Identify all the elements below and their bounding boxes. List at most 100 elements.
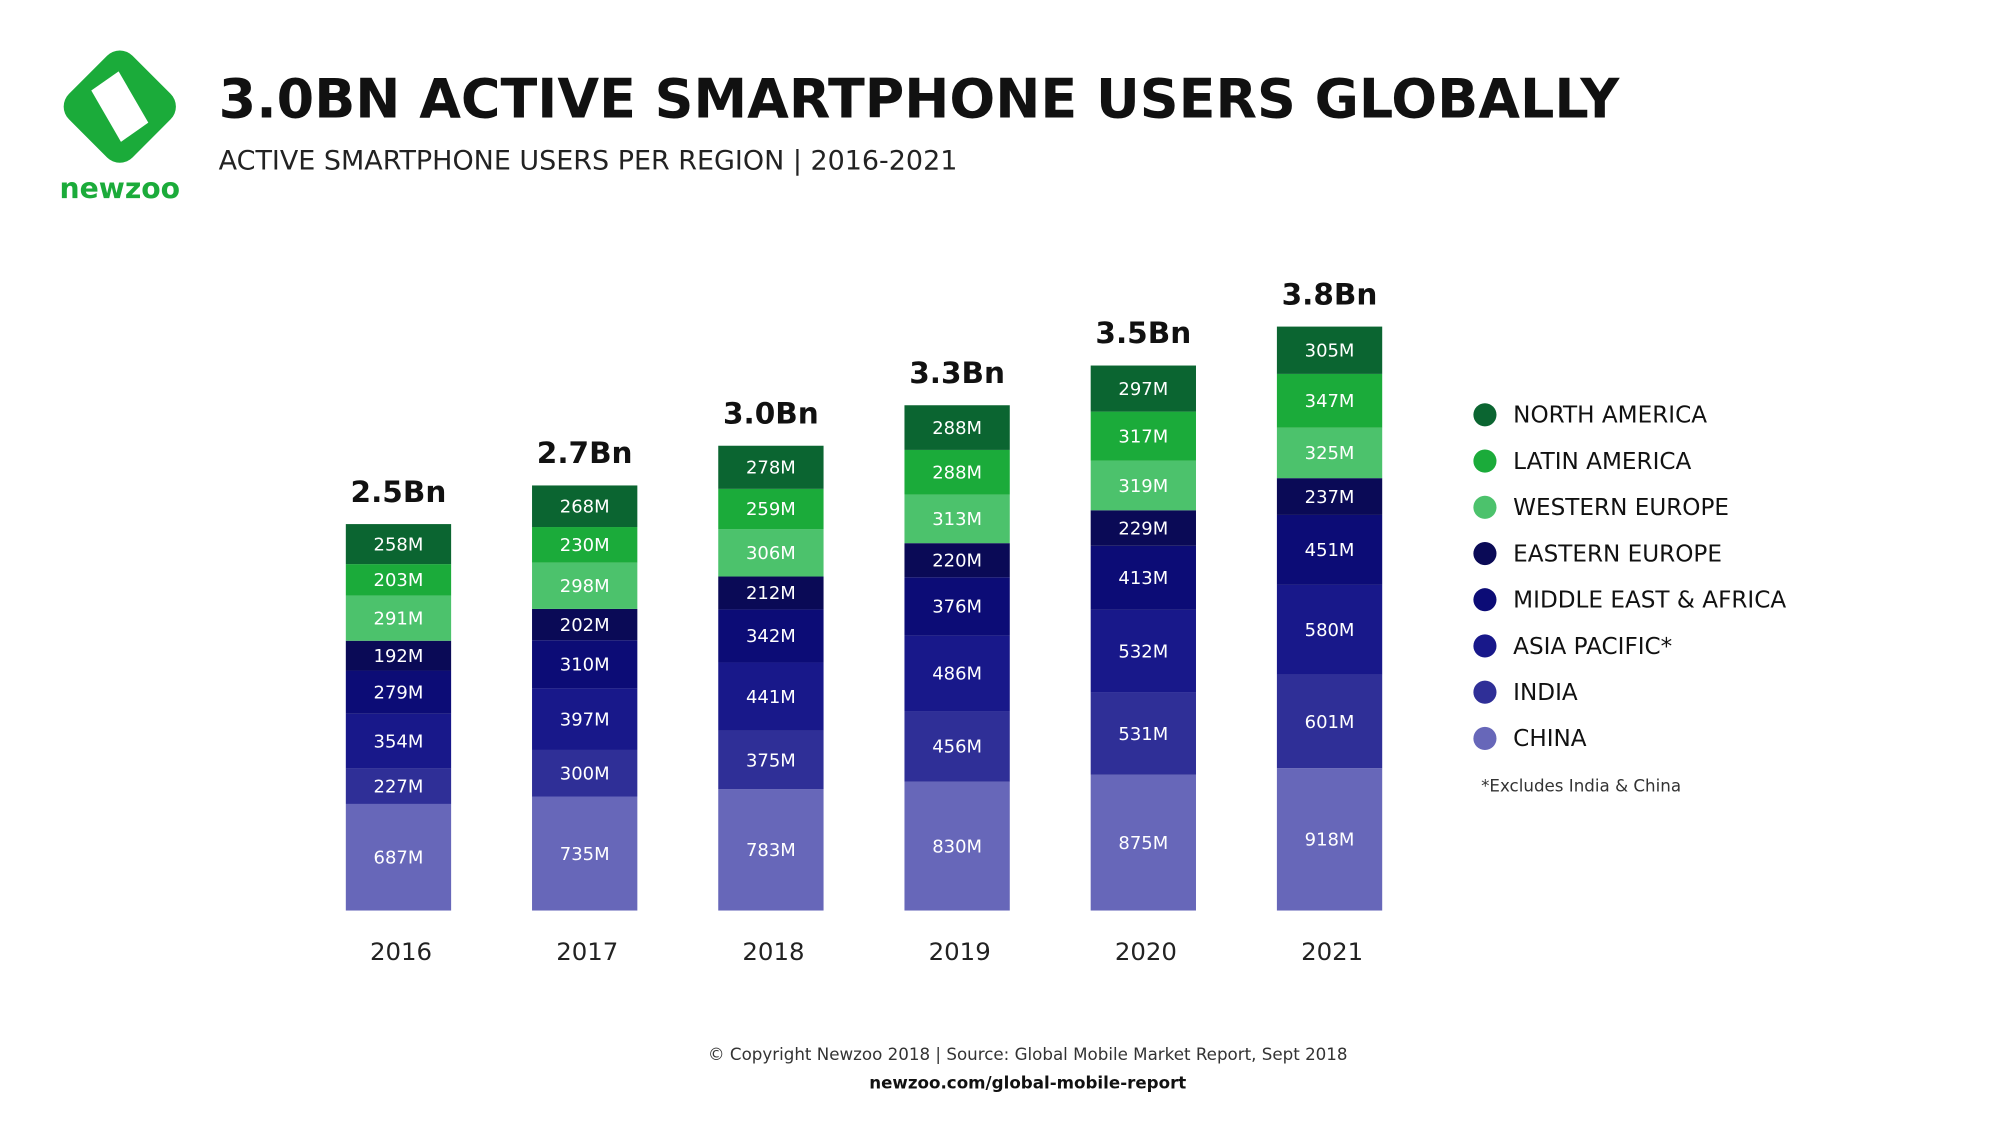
bar-segment [1090,411,1196,461]
bar-segment [1090,609,1196,693]
bar-segment [718,730,824,790]
value-label: 451M [1305,540,1355,561]
legend-label: ASIA PACIFIC* [1513,634,1672,660]
x-tick-label: 2020 [1115,937,1177,966]
bar-segment [1276,514,1383,585]
value-label: 347M [1305,391,1355,412]
value-label: 456M [932,737,982,758]
bar-segment [1276,478,1383,515]
x-tick-label: 2019 [929,937,991,966]
value-label: 413M [1118,568,1168,589]
bar-segment [1090,510,1196,546]
bar-segment [1090,460,1196,511]
value-label: 229M [1118,518,1168,539]
bar-segment [532,640,638,689]
value-label: 310M [560,655,610,676]
value-label: 279M [374,682,424,703]
legend-marker [1473,403,1497,427]
bar-segment [904,635,1010,712]
legend-marker [1473,726,1497,750]
bar-segment [904,711,1010,782]
bar-segment [1276,326,1383,374]
x-tick-label: 2016 [370,937,432,966]
subtitle: ACTIVE SMARTPHONE USERS PER REGION | 201… [219,145,958,176]
value-label: 192M [374,646,424,667]
value-label: 288M [932,463,982,484]
value-label: 325M [1305,443,1355,464]
value-label: 486M [932,664,982,685]
bar-segment [532,485,638,528]
total-label: 3.3Bn [909,356,1005,390]
bar-segment [532,749,638,797]
legend-label: WESTERN EUROPE [1513,495,1729,521]
value-label: 313M [932,509,982,530]
bar-segment [1276,427,1383,479]
total-label: 2.7Bn [537,436,633,470]
bar-segment [718,609,824,663]
bar-segment [345,595,452,641]
value-label: 288M [932,418,982,439]
bar-segment [532,688,638,750]
value-label: 297M [1118,379,1168,400]
bar-segment [345,640,452,671]
bar-segment [532,527,638,563]
bar-segment [345,670,452,714]
value-label: 875M [1118,833,1168,854]
bar-segment [345,564,452,596]
value-label: 268M [560,497,610,518]
legend-marker [1473,680,1497,704]
value-label: 397M [560,709,610,730]
bar-segment [532,562,638,609]
logo [63,50,176,163]
value-label: 532M [1118,641,1168,662]
legend-label: MIDDLE EAST & AFRICA [1513,588,1786,614]
bar-segment [1090,365,1196,412]
value-label: 375M [746,750,796,771]
value-label: 830M [932,836,982,857]
value-label: 918M [1305,830,1355,851]
bar-segment [532,608,638,641]
bar-segment [532,796,638,911]
bar-segment [904,405,1010,450]
total-label: 3.5Bn [1095,316,1191,350]
value-label: 441M [746,687,796,708]
value-label: 298M [560,576,610,597]
legend-label: CHINA [1513,726,1587,752]
brand: newzoo [59,172,180,205]
value-label: 278M [746,458,796,479]
bar-segment [904,781,1010,911]
legend-marker [1473,634,1497,658]
legend-label: INDIA [1513,680,1578,706]
value-label: 202M [560,615,610,636]
value-label: 291M [374,608,424,629]
value-label: 258M [374,534,424,555]
bar-segment [1276,584,1383,675]
note: *Excludes India & China [1481,777,1681,796]
bar-segment [904,543,1010,578]
bar-segment [1090,692,1196,775]
value-label: 237M [1305,487,1355,508]
bar-segment [345,524,452,565]
value-label: 735M [560,844,610,865]
legend-label: LATIN AMERICA [1513,449,1691,475]
value-label: 354M [374,732,424,753]
value-label: 300M [560,764,610,785]
value-label: 305M [1305,341,1355,362]
value-label: 259M [746,499,796,520]
bar-segment [904,577,1010,636]
bar-segment [345,803,452,911]
footer: © Copyright Newzoo 2018 | Source: Global… [708,1045,1348,1064]
total-label: 3.0Bn [723,396,819,430]
bar-segment [904,494,1010,544]
bar-segment [718,529,824,577]
value-label: 687M [374,848,424,869]
legend-label: NORTH AMERICA [1513,403,1707,429]
bar-segment [1276,768,1383,911]
value-label: 220M [932,551,982,572]
value-label: 531M [1118,724,1168,745]
bar-segment [904,449,1010,495]
bar-segment [1276,373,1383,428]
x-tick-label: 2017 [556,937,618,966]
value-label: 203M [374,570,424,591]
